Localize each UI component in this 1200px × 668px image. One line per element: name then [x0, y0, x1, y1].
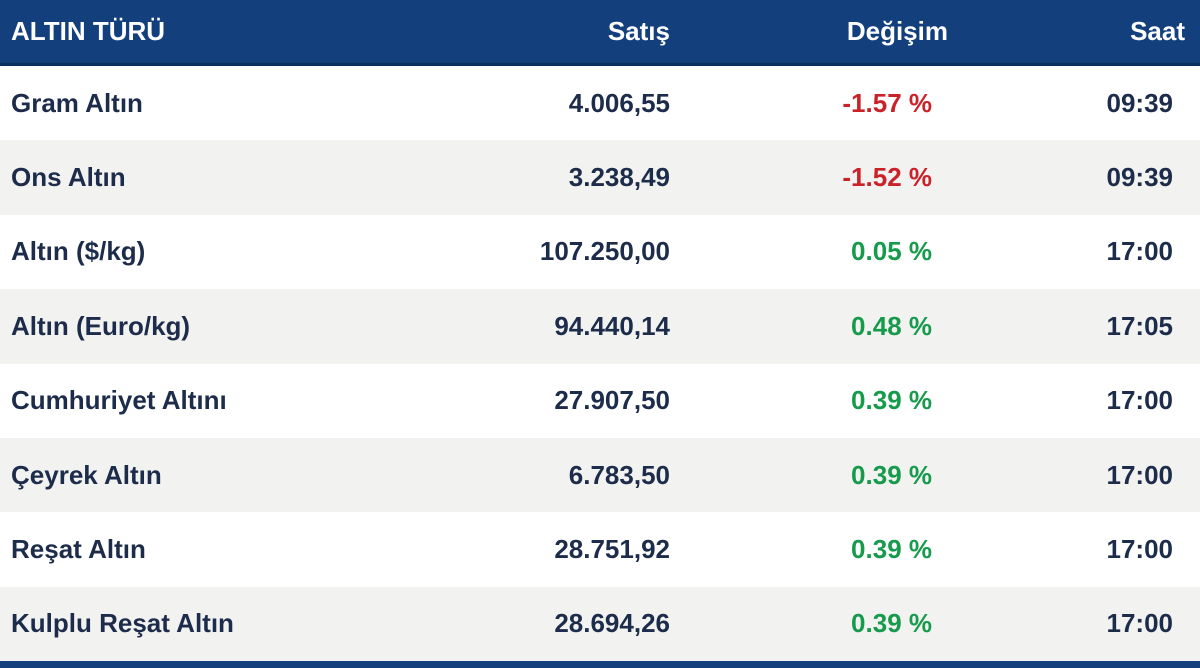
table-row: Reşat Altın 28.751,92 0.39 % 17:00 — [0, 512, 1200, 587]
cell-change: -1.52 % — [684, 162, 960, 193]
cell-price: 4.006,55 — [568, 87, 670, 118]
cell-name: Altın ($/kg) — [11, 236, 146, 267]
cell-name: Cumhuriyet Altını — [11, 385, 227, 416]
cell-price: 27.907,50 — [554, 385, 670, 416]
cell-change: 0.05 % — [684, 236, 960, 267]
table-row: Ons Altın 3.238,49 -1.52 % 09:39 — [0, 140, 1200, 215]
column-header-type: ALTIN TÜRÜ — [11, 16, 166, 46]
cell-name: Ons Altın — [11, 162, 126, 193]
cell-change: 0.39 % — [684, 608, 960, 639]
table-row: Kulplu Reşat Altın 28.694,26 0.39 % 17:0… — [0, 586, 1200, 661]
cell-time: 17:00 — [1106, 385, 1174, 416]
cell-price: 94.440,14 — [554, 310, 670, 341]
change-value: 0.39 % — [851, 385, 932, 416]
change-value: 0.05 % — [851, 236, 932, 267]
cell-name: Çeyrek Altın — [11, 459, 162, 490]
bottom-bar — [0, 661, 1200, 668]
cell-price: 28.751,92 — [554, 533, 670, 564]
cell-name: Reşat Altın — [11, 533, 146, 564]
cell-change: 0.39 % — [684, 460, 960, 491]
column-header-change: Değişim — [846, 16, 948, 46]
cell-change: -1.57 % — [684, 88, 960, 119]
table-row: Altın (Euro/kg) 94.440,14 0.48 % 17:05 — [0, 289, 1200, 364]
cell-change: 0.39 % — [684, 534, 960, 565]
cell-name: Kulplu Reşat Altın — [11, 608, 234, 639]
column-header-price: Satış — [607, 16, 670, 46]
cell-name: Gram Altın — [11, 87, 143, 118]
table-row: Altın ($/kg) 107.250,00 0.05 % 17:00 — [0, 214, 1200, 290]
change-value: 0.48 % — [851, 310, 932, 341]
change-value: -1.57 % — [842, 87, 932, 118]
cell-time: 17:00 — [1106, 459, 1174, 490]
cell-time: 17:00 — [1106, 236, 1174, 267]
change-value: -1.52 % — [842, 162, 932, 193]
cell-price: 28.694,26 — [554, 608, 670, 639]
cell-time: 17:00 — [1106, 608, 1174, 639]
table-header: ALTIN TÜRÜ Satış Değişim Saat — [0, 0, 1200, 66]
cell-time: 17:00 — [1106, 533, 1174, 564]
cell-time: 17:05 — [1106, 310, 1174, 341]
cell-price: 6.783,50 — [568, 459, 670, 490]
column-header-time: Saat — [1130, 16, 1185, 46]
change-value: 0.39 % — [851, 608, 932, 639]
cell-change: 0.39 % — [684, 385, 960, 416]
table-row: Gram Altın 4.006,55 -1.57 % 09:39 — [0, 66, 1200, 141]
cell-time: 09:39 — [1106, 162, 1174, 193]
cell-price: 107.250,00 — [539, 236, 670, 267]
cell-price: 3.238,49 — [568, 162, 670, 193]
cell-name: Altın (Euro/kg) — [11, 310, 191, 341]
change-value: 0.39 % — [851, 459, 932, 490]
cell-change: 0.48 % — [684, 311, 960, 342]
cell-time: 09:39 — [1106, 87, 1174, 118]
table-row: Çeyrek Altın 6.783,50 0.39 % 17:00 — [0, 437, 1200, 513]
change-value: 0.39 % — [851, 533, 932, 564]
table-row: Cumhuriyet Altını 27.907,50 0.39 % 17:00 — [0, 363, 1200, 438]
